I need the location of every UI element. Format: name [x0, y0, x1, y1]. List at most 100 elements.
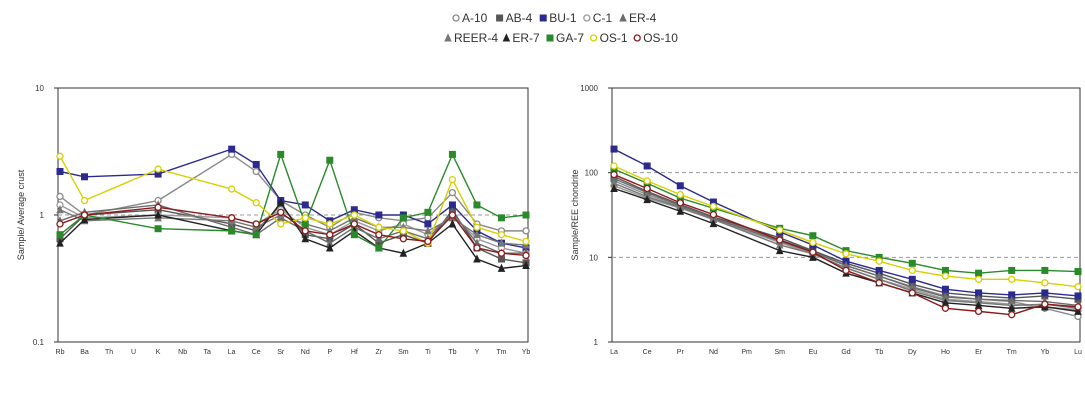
chart-legend: A-10 AB-4 BU-1 C-1 ER-4 REER-4 ER-7 GA-7 OS-1 OS-…: [444, 11, 678, 45]
legend-marker: [496, 14, 504, 22]
data-point: [56, 238, 64, 247]
x-tick-label: Ta: [203, 349, 211, 356]
data-point: [1041, 279, 1049, 287]
y-axis-label: Sample/ Average crust: [16, 169, 26, 260]
series-line: [613, 177, 1079, 307]
data-point: [80, 214, 89, 224]
series-9: [56, 203, 530, 260]
data-point: [473, 254, 481, 263]
data-point: [709, 218, 718, 228]
data-point: [676, 182, 684, 190]
data-point: [399, 227, 408, 235]
data-point: [908, 275, 916, 283]
y-tick-label: 1: [40, 211, 45, 220]
legend-label: ER-7: [512, 31, 540, 45]
data-point: [448, 211, 457, 219]
data-point: [277, 208, 285, 216]
data-point: [676, 206, 685, 215]
x-tick-label: Nd: [301, 349, 310, 356]
data-point: [473, 244, 481, 252]
data-point: [326, 156, 334, 164]
data-point: [350, 211, 358, 219]
data-point: [875, 257, 883, 265]
data-point: [1008, 311, 1016, 319]
series-line: [59, 201, 527, 270]
legend-label: OS-1: [600, 31, 628, 45]
data-point: [375, 211, 383, 219]
data-point: [252, 199, 260, 207]
data-point: [522, 260, 530, 270]
legend-label: ER-4: [629, 11, 657, 25]
data-point: [277, 150, 285, 158]
data-point: [350, 231, 358, 239]
data-point: [473, 223, 481, 231]
legend-item: OS-10: [633, 31, 678, 45]
data-point: [473, 201, 481, 209]
data-point: [875, 279, 883, 287]
data-point: [1074, 292, 1082, 300]
data-point: [975, 269, 983, 277]
x-tick-label: Yb: [1041, 349, 1050, 356]
data-point: [643, 194, 651, 204]
data-point: [424, 208, 432, 216]
legend-item: ER-4: [619, 11, 657, 25]
legend-marker: [444, 33, 452, 42]
x-tick-label: Pr: [677, 349, 685, 356]
series-8: [610, 162, 1082, 291]
x-tick-label: Sm: [774, 349, 785, 356]
legend-label: GA-7: [556, 31, 584, 45]
data-point: [252, 220, 260, 228]
data-point: [643, 177, 651, 185]
legend-label: AB-4: [506, 11, 533, 25]
data-point: [776, 236, 784, 244]
data-point: [81, 173, 89, 181]
data-point: [522, 251, 530, 260]
x-tick-label: Lu: [1074, 349, 1082, 356]
x-tick-label: Eu: [809, 349, 818, 356]
data-point: [809, 252, 817, 261]
data-point: [424, 237, 432, 246]
legend-label: OS-10: [643, 31, 678, 45]
x-tick-label: Gd: [841, 349, 850, 356]
data-point: [399, 214, 407, 222]
data-point: [277, 220, 285, 228]
data-point: [56, 231, 64, 239]
data-point: [776, 226, 784, 234]
data-point: [1074, 283, 1082, 291]
series-line: [613, 182, 1079, 310]
y-tick-label: 1000: [580, 84, 598, 93]
y-tick-label: 0.1: [33, 338, 45, 347]
x-tick-label: Yb: [522, 349, 531, 356]
data-point: [154, 165, 162, 173]
x-tick-label: Rb: [56, 349, 65, 356]
data-point: [709, 210, 718, 219]
y-tick-label: 100: [585, 169, 599, 178]
x-tick-label: Pm: [741, 349, 752, 356]
data-point: [228, 214, 236, 222]
data-point: [448, 201, 456, 209]
data-point: [448, 175, 457, 184]
x-tick-label: K: [156, 349, 161, 356]
data-point: [1074, 306, 1082, 315]
series-7: [56, 150, 530, 252]
data-point: [1041, 300, 1049, 308]
data-point: [375, 244, 383, 252]
plot-frame: [611, 87, 1081, 343]
data-point: [80, 211, 89, 219]
data-point: [643, 184, 651, 193]
data-point: [448, 188, 457, 197]
data-point: [1074, 303, 1082, 311]
legend-item: REER-4: [444, 31, 498, 45]
data-point: [448, 219, 457, 228]
data-point: [643, 162, 651, 170]
data-point: [276, 197, 285, 207]
data-point: [610, 170, 618, 179]
data-point: [301, 214, 309, 222]
data-point: [522, 227, 530, 235]
x-tick-label: Ce: [643, 349, 652, 356]
data-point: [497, 238, 506, 247]
data-point: [56, 168, 64, 176]
data-point: [326, 231, 334, 239]
data-point: [497, 255, 505, 263]
series-2: [56, 145, 530, 252]
